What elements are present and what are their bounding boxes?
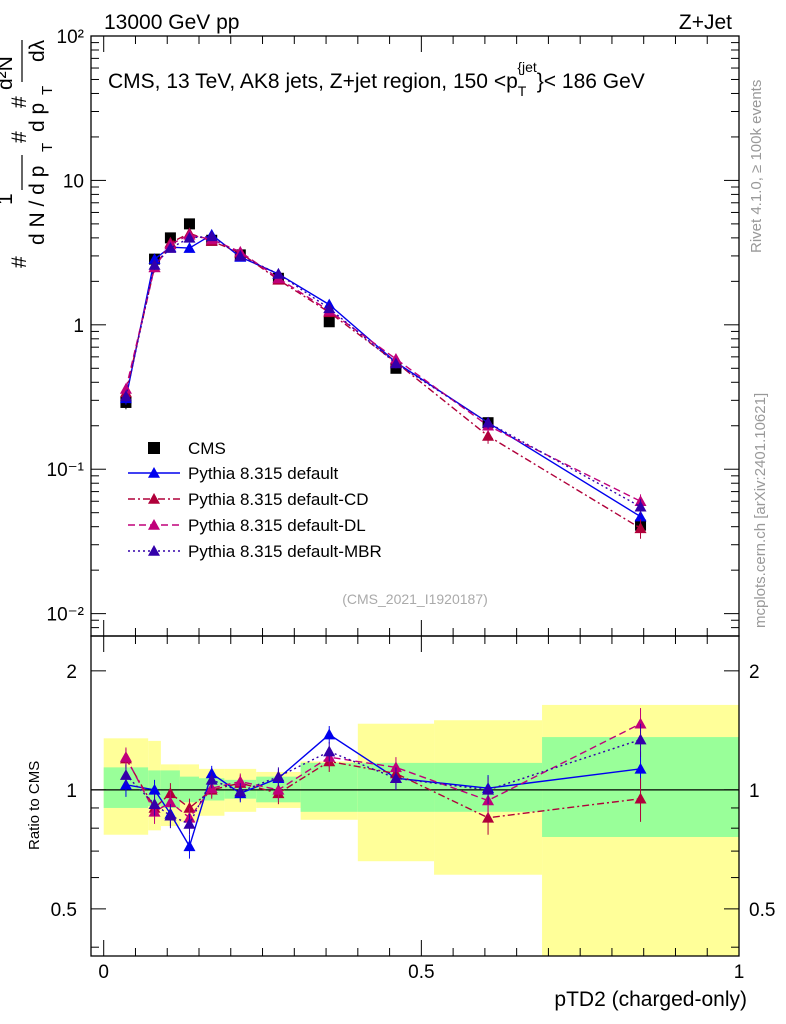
svg-text:d p: d p <box>26 103 49 132</box>
mc-point <box>119 382 132 394</box>
mc-point <box>148 258 161 270</box>
legend-label-cd: Pythia 8.315 default-CD <box>188 490 369 509</box>
legend-label-cms: CMS <box>188 439 226 458</box>
legend-marker <box>148 493 160 504</box>
svg-text:dλ: dλ <box>26 39 49 62</box>
main-ylabel: # 1 d N / d p T # # d²N d p T dλ <box>0 39 56 268</box>
svg-text:d N / d p: d N / d p <box>26 166 49 245</box>
main-title: CMS, 13 TeV, AK8 jets, Z+jet region, 150… <box>108 59 645 99</box>
header-right: Z+Jet <box>679 11 732 34</box>
mc-point <box>389 357 402 369</box>
ratio-point <box>183 801 196 813</box>
y-tick-label: 2 <box>66 662 77 683</box>
mc-point <box>183 231 196 243</box>
svg-text:#: # <box>8 131 31 143</box>
ratio-point <box>272 783 285 795</box>
y-tick-label: 1 <box>66 781 77 802</box>
data-point <box>323 316 335 328</box>
legend-marker <box>148 519 160 530</box>
ratio-point <box>634 717 647 729</box>
ratio-point <box>164 809 177 821</box>
ratio-point <box>323 728 336 740</box>
y-tick-label: 10⁻² <box>47 605 85 626</box>
mc-point <box>634 510 647 522</box>
ratio-point <box>234 775 247 787</box>
ratio-ylabel: Ratio to CMS <box>26 761 43 850</box>
side-text-bottom: mcplots.cern.ch [arXiv:2401.10621] <box>752 393 769 628</box>
y-tick-label: 1 <box>73 316 84 337</box>
ratio-point <box>634 733 647 745</box>
ratio-point <box>205 773 218 785</box>
svg-text:T: T <box>39 143 56 152</box>
ratio-point <box>482 783 495 795</box>
ratio-point <box>119 751 132 762</box>
svg-text:T: T <box>39 86 56 95</box>
mc-point <box>148 253 161 264</box>
ratio-point <box>183 840 196 852</box>
mc-point <box>634 522 647 534</box>
ratio-point <box>634 762 647 774</box>
ratio-point <box>389 761 402 773</box>
legend-marker <box>148 442 160 454</box>
y-tick-label: 10⁻¹ <box>47 460 85 481</box>
ratio-point <box>148 798 161 809</box>
mc-point <box>482 416 495 428</box>
series-line <box>125 232 641 529</box>
data-point <box>183 218 195 230</box>
y-tick-label: 2 <box>749 662 760 683</box>
side-text-top: Rivet 4.1.0, ≥ 100k events <box>748 80 765 253</box>
legend-label-default: Pythia 8.315 default <box>188 464 339 483</box>
legend-label-dl: Pythia 8.315 default-DL <box>188 516 366 535</box>
y-tick-label: 10 <box>63 171 84 192</box>
y-tick-label: 0.5 <box>51 900 77 921</box>
legend-marker <box>148 467 160 478</box>
ratio-point <box>119 769 132 780</box>
header-left: 13000 GeV pp <box>104 11 239 34</box>
mc-point <box>634 500 647 512</box>
y-tick-label: 1 <box>749 781 760 802</box>
ratio-point <box>234 785 247 797</box>
xlabel: pTD2 (charged-only) <box>554 988 747 1011</box>
x-tick-label: 1 <box>734 962 745 983</box>
legend-marker <box>148 545 160 556</box>
x-tick-label: 0 <box>98 962 109 983</box>
y-tick-label: 10² <box>57 27 84 48</box>
legend: CMS Pythia 8.315 default Pythia 8.315 de… <box>128 439 382 561</box>
ratio-point <box>634 792 647 804</box>
ratio-point <box>323 745 336 757</box>
series-line <box>125 234 641 502</box>
mc-point <box>164 242 177 253</box>
mc-point <box>272 267 285 279</box>
mc-point <box>205 230 218 242</box>
svg-text:1: 1 <box>0 193 17 205</box>
mc-point <box>234 249 247 261</box>
main-panel: 10⁻² 10⁻¹ 1 10 10² <box>47 27 740 637</box>
svg-text:#: # <box>8 256 31 268</box>
watermark: (CMS_2021_I1920187) <box>342 591 488 607</box>
ratio-point <box>164 796 177 808</box>
ratio-point <box>272 770 285 782</box>
x-tick-label: 0.5 <box>408 962 434 983</box>
mc-point <box>119 390 132 402</box>
svg-text:d²N: d²N <box>0 56 17 90</box>
mc-point <box>323 302 336 314</box>
ratio-point <box>389 772 402 784</box>
mc-point <box>183 242 196 253</box>
ratio-point <box>183 817 196 829</box>
mc-point <box>482 429 495 441</box>
y-tick-label: 0.5 <box>749 900 775 921</box>
legend-label-mbr: Pythia 8.315 default-MBR <box>188 542 382 561</box>
ratio-point <box>148 783 161 795</box>
svg-text:#: # <box>8 96 31 108</box>
ratio-point <box>482 811 495 823</box>
ratio-frame <box>90 635 740 957</box>
ratio-panel: 0.5 0.5 1 1 2 2 0 0.5 1 <box>51 635 775 983</box>
